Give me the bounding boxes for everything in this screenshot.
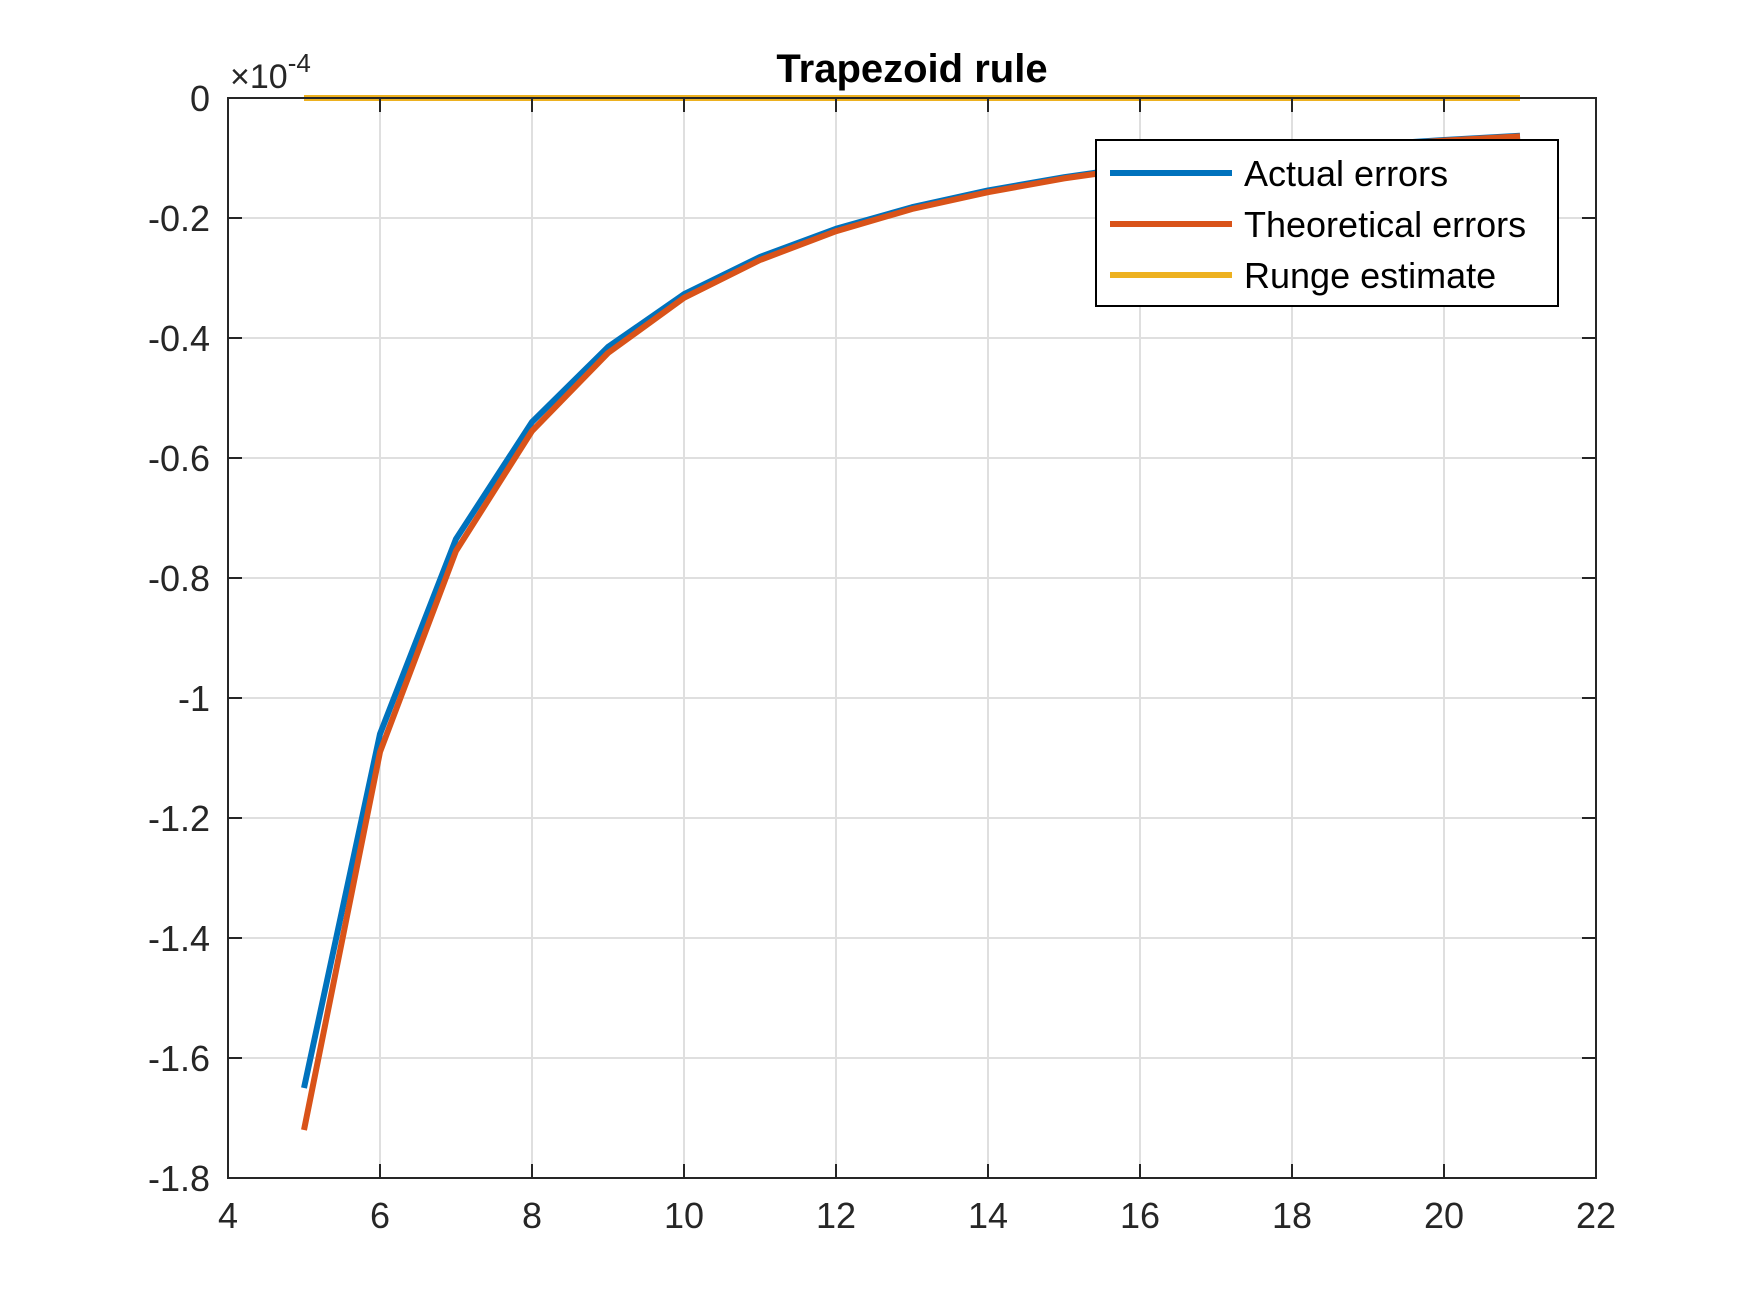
legend-items: Actual errors Theoretical errors Runge est… [1110,153,1526,296]
x-tick-labels: 4 6 8 10 12 14 16 18 20 22 [218,1195,1616,1236]
y-tick-label: -1.6 [148,1038,210,1079]
y-tick-label: 0 [190,78,210,119]
y-exponent-power: -4 [288,48,311,78]
legend: Actual errors Theoretical errors Runge est… [1095,139,1559,307]
y-tick-label: -1 [178,678,210,719]
x-tick-label: 10 [664,1195,704,1236]
legend-label: Actual errors [1244,153,1448,194]
y-tick-label: -0.2 [148,198,210,239]
x-tick-label: 16 [1120,1195,1160,1236]
y-exponent-label: ×10-4 [230,48,311,96]
x-tick-label: 14 [968,1195,1008,1236]
y-tick-labels: 0 -0.2 -0.4 -0.6 -0.8 -1 -1.2 -1.4 -1.6 -1.8 [148,78,210,1199]
legend-label: Theoretical errors [1244,204,1526,245]
legend-label: Runge estimate [1244,255,1496,296]
y-exponent-base: ×10 [230,58,288,96]
y-tick-label: -1.2 [148,798,210,839]
y-tick-label: -0.4 [148,318,210,359]
x-tick-label: 20 [1424,1195,1464,1236]
x-tick-label: 12 [816,1195,856,1236]
axis-ticks [227,97,1597,1179]
axes-box [227,97,1597,1179]
x-tick-label: 18 [1272,1195,1312,1236]
x-tick-label: 22 [1576,1195,1616,1236]
y-tick-label: -0.6 [148,438,210,479]
y-tick-label: -0.8 [148,558,210,599]
x-tick-label: 8 [522,1195,542,1236]
y-tick-label: -1.8 [148,1158,210,1199]
y-tick-label: -1.4 [148,918,210,959]
chart-title: Trapezoid rule [776,47,1047,91]
x-tick-label: 6 [370,1195,390,1236]
x-tick-label: 4 [218,1195,238,1236]
